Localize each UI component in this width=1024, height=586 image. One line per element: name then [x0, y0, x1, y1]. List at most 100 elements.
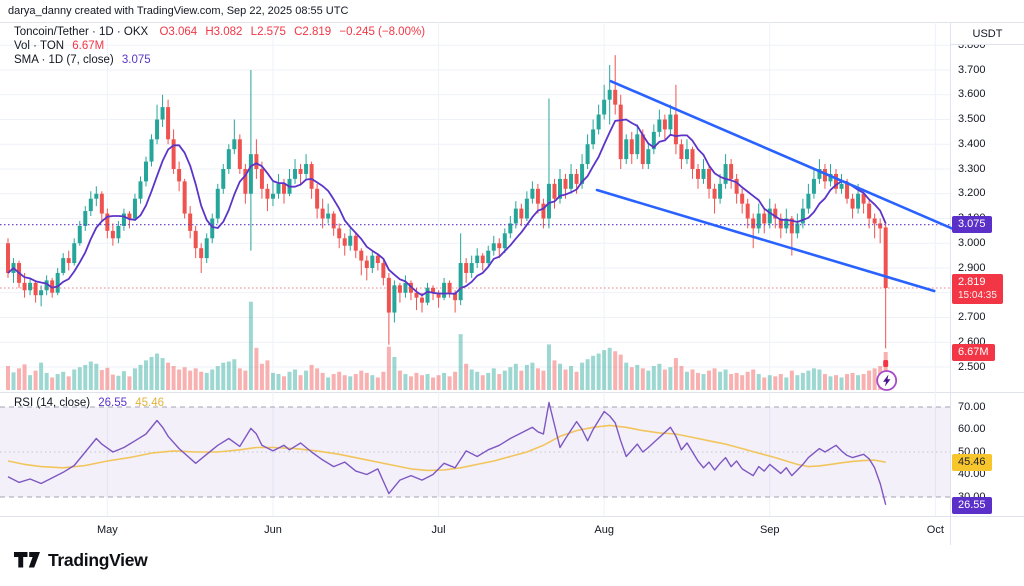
candle-body	[110, 230, 115, 239]
candle-body	[138, 181, 143, 199]
candle-body	[773, 208, 778, 219]
candle-body	[414, 292, 419, 298]
volume-bar	[331, 374, 336, 390]
candle-body	[320, 208, 325, 219]
legend-row-sma[interactable]: SMA · 1D (7, close) 3.075	[14, 54, 425, 68]
trend-line	[609, 79, 954, 230]
volume-bar	[132, 368, 137, 390]
rsi-pane-separator[interactable]	[0, 516, 1024, 517]
volume-bar	[166, 362, 171, 390]
candle-body	[580, 164, 585, 184]
volume-bar	[348, 376, 353, 390]
rsi-line	[7, 401, 887, 505]
candle-body	[756, 213, 761, 229]
candle-body	[215, 188, 220, 219]
legend-row-volume[interactable]: Vol · TON 6.67M	[14, 40, 425, 54]
volume-bar	[684, 371, 689, 390]
candle-body	[651, 131, 656, 150]
price-change: −0.245 (−8.00%)	[339, 26, 426, 38]
candle-body	[105, 213, 110, 231]
volume-bar	[121, 371, 126, 390]
tradingview-logo-text: TradingView	[48, 550, 148, 570]
candle-body	[370, 255, 375, 268]
volume-bar	[712, 368, 717, 390]
time-axis-label-sep: Sep	[759, 524, 780, 536]
candle-body	[326, 213, 331, 219]
candle-body	[602, 99, 607, 115]
candle-body	[596, 114, 601, 130]
candle-body	[33, 282, 38, 296]
volume-bar	[591, 355, 596, 390]
volume-bar	[723, 369, 728, 390]
volume-bar	[602, 350, 607, 390]
volume-bar	[149, 356, 154, 390]
volume-bar	[110, 374, 115, 390]
volume-bar	[756, 374, 761, 390]
rsi-tick-label: 60.00	[958, 423, 986, 435]
candle-body	[546, 183, 551, 219]
candle-body	[315, 188, 320, 209]
candle-body	[88, 198, 93, 212]
candle-body	[696, 169, 700, 179]
candle-body	[337, 228, 342, 239]
volume-bar	[690, 369, 695, 390]
volume-bar	[800, 372, 805, 390]
candle-body	[348, 235, 353, 246]
volume-bar	[745, 371, 750, 390]
time-axis-label-jul: Jul	[431, 524, 446, 536]
candle-body	[364, 260, 369, 268]
volume-bar	[640, 368, 645, 390]
rsi-legend[interactable]: RSI (14, close) 26.55 45.46	[14, 397, 164, 409]
volume-bar	[453, 371, 458, 390]
candle-body	[867, 203, 872, 219]
volume-bar	[403, 374, 408, 390]
boost-icon[interactable]	[876, 370, 898, 391]
candle-body	[375, 255, 380, 264]
candle-body	[613, 89, 618, 105]
candle-body	[265, 188, 270, 199]
symbol-title[interactable]: Toncoin/Tether · 1D · OKX	[14, 26, 149, 38]
rsi-title[interactable]: RSI (14, close)	[14, 397, 91, 409]
volume-bar	[259, 363, 264, 390]
candle-body	[729, 164, 734, 179]
candle-body	[464, 263, 469, 273]
candle-body	[585, 144, 590, 165]
price-tick-label: 3.400	[958, 137, 986, 150]
volume-bar	[55, 374, 60, 390]
candle-body	[193, 230, 198, 249]
candle-body	[673, 114, 678, 145]
candle-body	[298, 169, 303, 174]
ohlc-open: O3.064	[159, 26, 198, 38]
candle-body	[304, 164, 309, 174]
volume-label[interactable]: Vol · TON	[14, 40, 65, 52]
legend-row-symbol[interactable]: Toncoin/Tether · 1D · OKX O3.064 H3.082 …	[14, 26, 425, 40]
volume-bar	[248, 301, 253, 390]
tradingview-logo[interactable]: TradingView	[14, 550, 148, 571]
candle-body	[359, 250, 364, 261]
trend-line	[595, 188, 936, 293]
volume-bar	[364, 372, 369, 390]
volume-bar	[304, 370, 309, 390]
volume-bar	[431, 377, 436, 390]
volume-bar	[502, 370, 507, 390]
candle-body	[839, 183, 844, 189]
sma-label[interactable]: SMA · 1D (7, close)	[14, 54, 114, 66]
lightning-bolt-icon	[883, 374, 891, 387]
price-axis-currency-label[interactable]: USDT	[951, 23, 1024, 45]
time-axis-label-oct: Oct	[926, 524, 944, 536]
symbol-legend[interactable]: Toncoin/Tether · 1D · OKX O3.064 H3.082 …	[14, 26, 425, 68]
candle-body	[800, 208, 805, 224]
volume-bar	[513, 363, 518, 390]
volume-bar	[155, 353, 160, 390]
candle-body	[44, 280, 49, 291]
pane-separator[interactable]	[0, 392, 1024, 393]
volume-bar	[77, 367, 82, 390]
volume-bar	[50, 377, 55, 390]
last-price-badge: 2.819 15:04:35	[952, 274, 1003, 304]
candle-body	[282, 183, 286, 194]
rsi-value: 26.55	[98, 397, 128, 409]
candle-body	[381, 263, 386, 278]
candle-body	[646, 149, 651, 165]
volume-bar	[624, 362, 629, 390]
